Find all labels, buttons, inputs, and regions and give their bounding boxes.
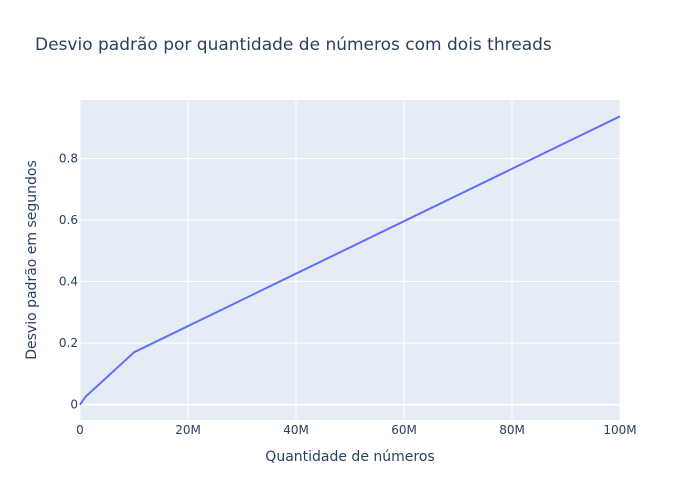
y-tick-label: 0.6: [59, 213, 78, 227]
x-tick-label: 100M: [603, 423, 636, 437]
series-line: [79, 115, 621, 406]
plot-area: [80, 100, 620, 420]
x-axis-ticks: 0 20M 40M 60M 80M 100M: [76, 423, 636, 437]
x-tick-label: 40M: [283, 423, 309, 437]
x-tick-label: 0: [76, 423, 84, 437]
y-tick-label: 0: [70, 398, 78, 412]
grid-lines: [79, 100, 621, 420]
y-axis-ticks: 0 0.2 0.4 0.6 0.8: [59, 151, 78, 411]
y-tick-label: 0.8: [59, 151, 78, 165]
y-tick-label: 0.4: [59, 275, 78, 289]
x-tick-label: 80M: [499, 423, 525, 437]
x-tick-label: 60M: [391, 423, 417, 437]
y-axis-label: Desvio padrão em segundos: [24, 160, 40, 360]
x-axis-label: Quantidade de números: [265, 449, 434, 465]
series-layer: [79, 115, 621, 406]
y-tick-label: 0.2: [59, 336, 78, 350]
chart-title: Desvio padrão por quantidade de números …: [35, 35, 552, 55]
x-tick-label: 20M: [175, 423, 201, 437]
